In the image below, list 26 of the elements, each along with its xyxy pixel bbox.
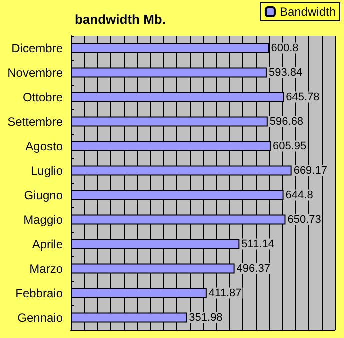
data-label: 411.87 (208, 287, 242, 300)
data-label: 645.78 (286, 91, 320, 104)
y-tick-label: Dicembre (12, 41, 64, 56)
y-tick-label: Giugno (24, 188, 64, 202)
legend-label: Bandwidth (280, 5, 336, 19)
data-label: 496.37 (236, 262, 270, 275)
y-tick-label: Settembre (8, 114, 64, 129)
chart-title: bandwidth Mb. (75, 12, 166, 27)
data-label: 600.8 (271, 42, 299, 54)
y-tick-label: Marzo (30, 262, 64, 276)
data-label: 351.98 (189, 312, 223, 324)
data-label: 605.95 (272, 140, 307, 152)
y-tick-label: Novembre (8, 66, 64, 80)
data-label: 593.84 (268, 66, 303, 79)
y-tick-label: Febbraio (16, 286, 64, 300)
data-label: 644.8 (286, 189, 314, 202)
data-label: 669.17 (294, 164, 328, 177)
y-tick-label: Agosto (26, 139, 64, 154)
data-label: 596.68 (270, 116, 304, 128)
y-tick-label: Maggio (24, 212, 64, 227)
y-tick-label: Aprile (32, 237, 64, 252)
y-tick-label: Luglio (30, 164, 64, 178)
y-tick-label: Gennaio (18, 310, 64, 325)
y-tick-label: Ottobre (22, 90, 64, 104)
data-label: 511.14 (242, 238, 275, 250)
data-label: 650.73 (288, 214, 322, 226)
